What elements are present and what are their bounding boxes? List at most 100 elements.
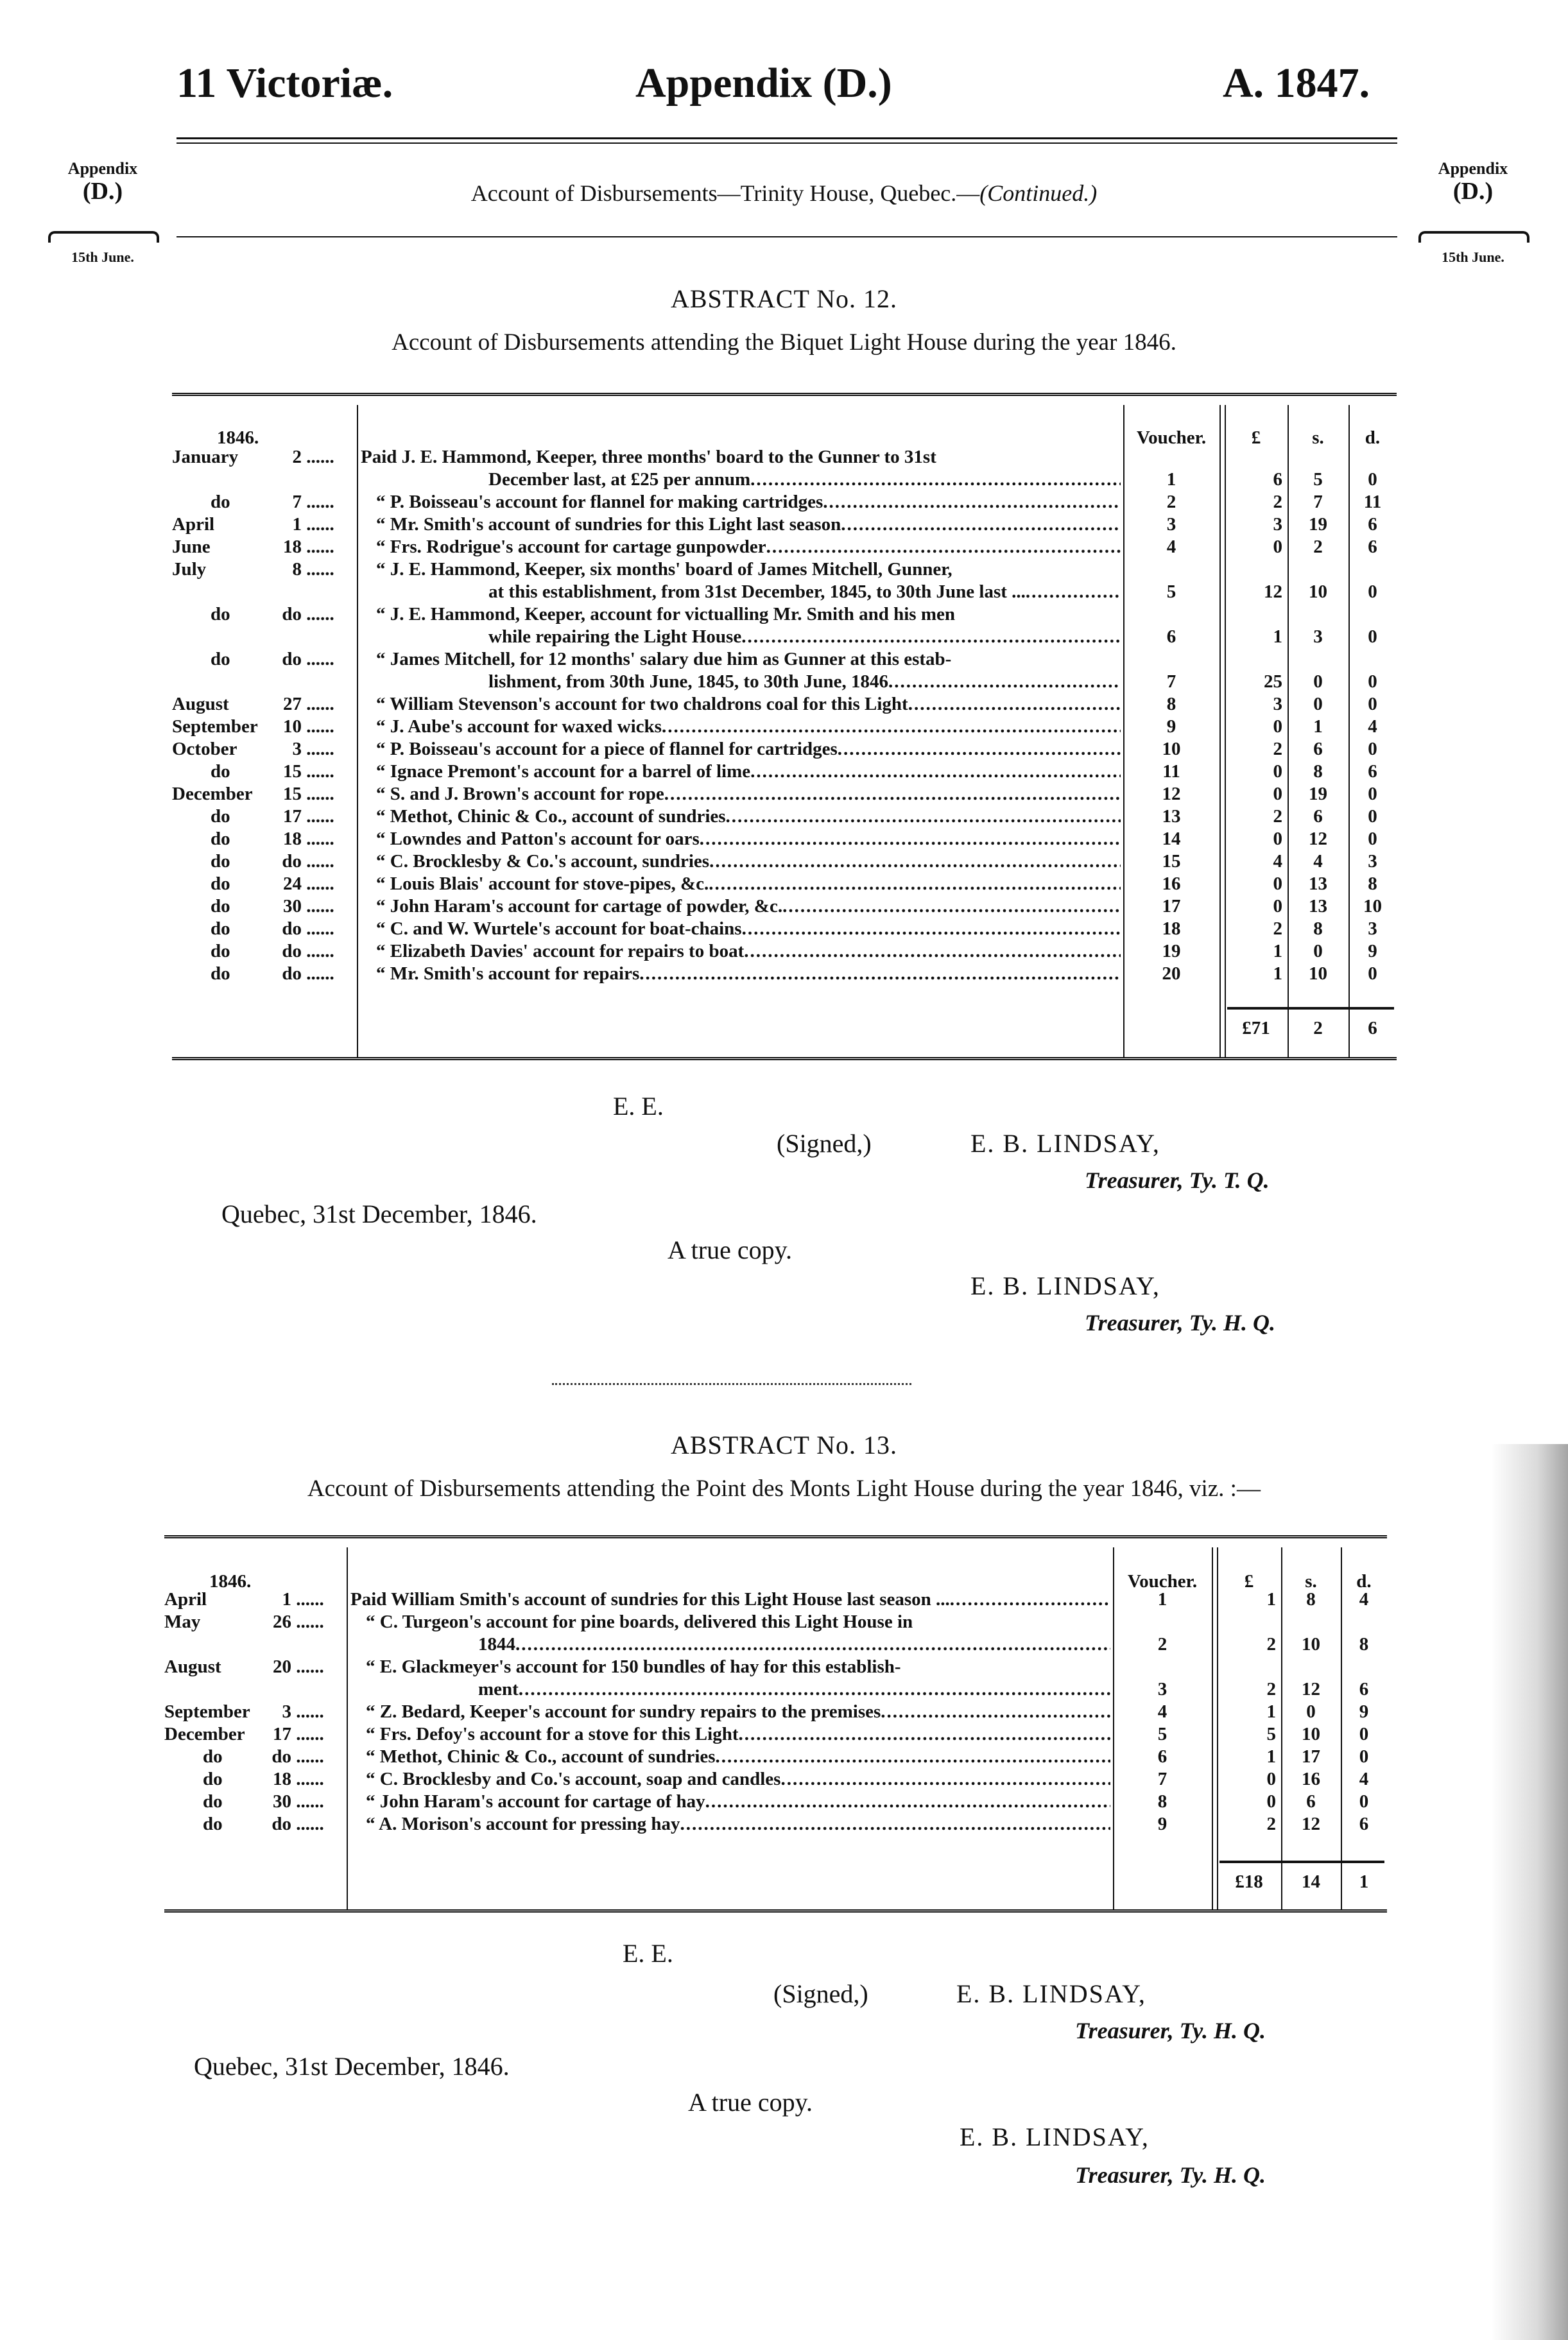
entry-day-value: 27	[283, 694, 302, 714]
section-separator	[552, 1383, 911, 1385]
dot-leader: ......	[291, 1656, 324, 1677]
entry-month: August	[164, 1656, 221, 1677]
margin-appendix: Appendix	[1438, 159, 1508, 178]
voucher-number: 8	[1166, 694, 1176, 714]
entry-day-value: 20	[273, 1656, 291, 1677]
entry-day-value: 17	[273, 1724, 291, 1744]
table-row: August 20 ...... “ E. Glackmeyer's account…	[164, 1656, 1387, 1678]
amount-pounds: 5	[1266, 1724, 1277, 1744]
voucher-number: 4	[1166, 537, 1176, 557]
amount-pence: 0	[1359, 1724, 1369, 1744]
voucher-number: 2	[1166, 492, 1176, 512]
entry-day: 20 ......	[250, 1656, 344, 1678]
dot-leader: ........................................…	[725, 806, 1121, 827]
voucher-number: 7	[1166, 671, 1176, 692]
shillings-header: s.	[1305, 1571, 1317, 1592]
entry-day: 3 ......	[261, 738, 354, 761]
margin-date-right: 15th June.	[1442, 249, 1504, 265]
table-row: do 18 ...... “ Lowndes and Patton's accoun…	[172, 828, 1397, 850]
table-row: do do ...... “ Methot, Chinic & Co., accou…	[164, 1746, 1387, 1768]
entry-description: “ John Haram's account for cartage of ha…	[366, 1791, 1110, 1813]
entry-day: do ......	[261, 648, 354, 671]
dot-leader: ......	[291, 1589, 324, 1610]
amount-pence: 0	[1368, 829, 1377, 849]
table-header-row: 1846. Voucher. £ s. d.	[164, 1570, 1387, 1593]
table-row: December 17 ...... “ Frs. Defoy's account …	[164, 1723, 1387, 1746]
voucher-number: 5	[1166, 581, 1176, 602]
amount-pounds: 0	[1273, 829, 1283, 849]
dot-leader: ......	[302, 514, 334, 535]
entry-day-value: do	[282, 963, 302, 984]
dot-leader: ......	[302, 851, 334, 872]
entry-day: do ......	[261, 850, 354, 873]
entry-month: do	[203, 1791, 223, 1812]
voucher-number: 1	[1166, 469, 1176, 490]
table-row: September 10 ...... “ J. Aube's account fo…	[172, 716, 1397, 738]
entry-description-line: “ E. Glackmeyer's account for 150 bundle…	[366, 1656, 901, 1677]
shillings-header: s.	[1312, 427, 1324, 448]
table-row: May 26 ...... “ C. Turgeon's account for p…	[164, 1611, 1387, 1633]
voucher-number: 6	[1157, 1746, 1167, 1767]
entry-description: “ C. Brocklesby & Co.'s account, sundrie…	[376, 850, 1121, 873]
amount-pence: 4	[1359, 1769, 1369, 1789]
entry-description: “ P. Boisseau's account for flannel for …	[376, 491, 1121, 513]
amount-shillings: 10	[1309, 581, 1327, 602]
total-shillings: 14	[1302, 1871, 1320, 1892]
entry-month: do	[211, 918, 230, 939]
entry-description: “ Ignace Premont's account for a barrel …	[376, 761, 1121, 783]
total-pence: 1	[1359, 1871, 1369, 1892]
entry-day: do ......	[261, 918, 354, 940]
entry-description: “ S. and J. Brown's account for rope ...…	[376, 783, 1121, 805]
entry-description-line: “ John Haram's account for cartage of po…	[376, 896, 783, 916]
dot-leader: ........................................…	[744, 941, 1121, 961]
entry-description-line: “ S. and J. Brown's account for rope	[376, 784, 664, 804]
signatory-name: E. B. LINDSAY,	[956, 1979, 1146, 2008]
dot-leader: ........................................…	[949, 1589, 1110, 1610]
dot-leader: ........................................…	[841, 514, 1121, 535]
entry-month: do	[203, 1746, 223, 1767]
voucher-number: 4	[1157, 1701, 1167, 1722]
amount-pounds: 0	[1273, 784, 1283, 804]
amount-pounds: 1	[1273, 626, 1283, 647]
dot-leader: ........................................…	[823, 492, 1121, 512]
amount-pence: 4	[1359, 1589, 1369, 1610]
table-row: June 18 ...... “ Frs. Rodrigue's account f…	[172, 536, 1397, 558]
amount-pounds: 12	[1264, 581, 1282, 602]
entry-description: “ James Mitchell, for 12 months' salary …	[376, 648, 1121, 671]
voucher-header: Voucher.	[1127, 1571, 1198, 1592]
entry-description-line: “ Z. Bedard, Keeper's account for sundry…	[366, 1701, 881, 1722]
amount-pounds: 1	[1273, 963, 1283, 984]
dot-leader: ......	[302, 784, 334, 804]
amount-pounds: 1	[1266, 1701, 1277, 1722]
amount-pounds: 3	[1273, 514, 1283, 535]
table-row: August 27 ...... “ William Stevenson's acc…	[172, 693, 1397, 716]
amount-shillings: 17	[1302, 1746, 1320, 1767]
entry-description-line: Paid J. E. Hammond, Keeper, three months…	[361, 447, 936, 467]
voucher-number: 7	[1157, 1769, 1167, 1789]
amount-pence: 9	[1368, 941, 1377, 961]
amount-pounds: 0	[1266, 1769, 1277, 1789]
entry-description: “ J. E. Hammond, Keeper, account for vic…	[376, 603, 1121, 626]
dot-leader: ........................................…	[766, 537, 1121, 557]
entry-day: do ......	[250, 1813, 344, 1836]
dot-leader: ........................................…	[680, 1814, 1110, 1834]
amount-pence: 0	[1368, 581, 1377, 602]
dot-leader: ......	[291, 1769, 324, 1789]
total-row: £71 2 6	[172, 1017, 1397, 1040]
amount-shillings: 8	[1313, 918, 1323, 939]
pounds-header: £	[1244, 1571, 1254, 1592]
total-shillings: 2	[1313, 1018, 1323, 1038]
entry-description-line: “ William Stevenson's account for two ch…	[376, 694, 908, 714]
entry-description-line: while repairing the Light House	[488, 626, 742, 647]
copy-signatory-name: E. B. LINDSAY,	[970, 1271, 1160, 1300]
entry-day: 8 ......	[261, 558, 354, 581]
amount-pence: 0	[1368, 626, 1377, 647]
entry-description-line: “ Frs. Rodrigue's account for cartage gu…	[376, 537, 766, 557]
entry-day: 15 ......	[261, 761, 354, 783]
amount-shillings: 0	[1313, 941, 1323, 961]
entry-description-line: “ Mr. Smith's account of sundries for th…	[376, 514, 841, 535]
table-row: December last, at £25 per annum ........…	[172, 469, 1397, 491]
dot-leader: ......	[291, 1791, 324, 1812]
entry-description: 1844 ...................................…	[478, 1633, 1110, 1656]
year-label: 1846.	[217, 427, 259, 448]
